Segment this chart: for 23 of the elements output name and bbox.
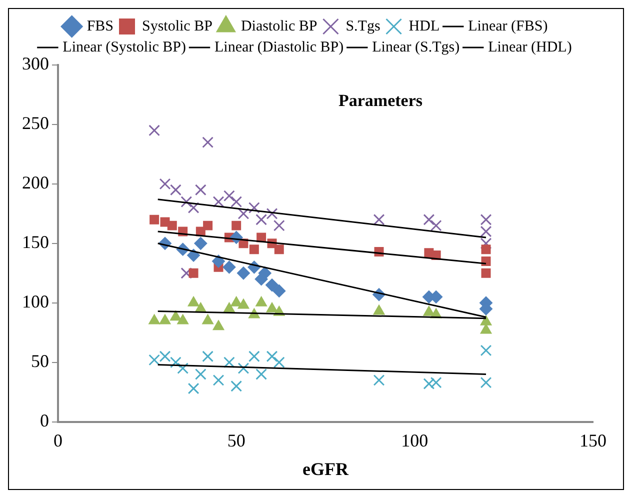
legend-label: S.Tgs (346, 18, 380, 34)
y-tick-label: 200 (22, 172, 49, 193)
legend-label: HDL (408, 18, 440, 34)
legend-label: Linear (HDL) (488, 39, 572, 56)
y-tick-label: 0 (40, 410, 49, 431)
legend-label: Linear (Diastolic BP) (214, 39, 344, 56)
legend-label: Diastolic BP (240, 18, 318, 34)
y-tick-label: 150 (22, 232, 49, 252)
y-tick-label: 300 (22, 54, 49, 74)
legend-label: Linear (FBS) (468, 18, 548, 34)
x-tick-label: 0 (54, 430, 62, 450)
x-axis-title: eGFR (302, 458, 350, 479)
legend-label: Linear (S.Tgs) (372, 39, 460, 56)
legend-label: Systolic BP (142, 18, 212, 34)
x-tick-label: 50 (227, 430, 246, 450)
x-tick-label: 150 (580, 430, 606, 450)
y-tick-label: 100 (22, 292, 49, 312)
y-tick-label: 50 (31, 351, 49, 372)
x-tick-label: 100 (401, 430, 428, 450)
y-tick-label: 250 (22, 113, 49, 134)
legend-label: FBS (86, 18, 114, 34)
text: Parameters (338, 90, 423, 110)
legend-label: Linear (Systolic BP) (62, 39, 186, 56)
